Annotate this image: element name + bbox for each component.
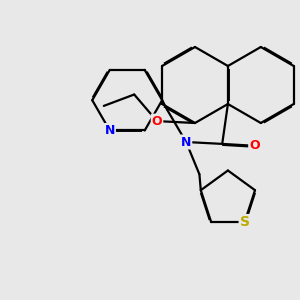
Text: N: N	[181, 136, 191, 148]
Text: O: O	[249, 139, 260, 152]
Text: N: N	[104, 124, 115, 137]
Text: O: O	[152, 115, 162, 128]
Text: S: S	[240, 215, 250, 229]
